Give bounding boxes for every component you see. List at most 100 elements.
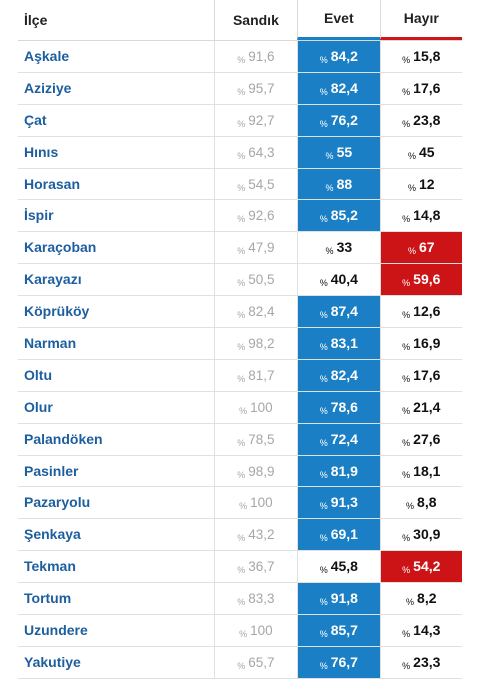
yes-cell-value: 91,8 bbox=[330, 590, 358, 607]
ballot-cell: % 50,5 bbox=[213, 264, 297, 296]
percent-sign: % bbox=[402, 214, 411, 225]
percent-sign: % bbox=[319, 501, 328, 512]
no-cell-value: 21,4 bbox=[413, 398, 441, 415]
ballot-cell: % 54,5 bbox=[213, 168, 297, 200]
yes-cell-value: 45,8 bbox=[330, 558, 358, 575]
district-name: Karayazı bbox=[24, 271, 82, 288]
percent-sign: % bbox=[237, 86, 246, 97]
percent-sign: % bbox=[402, 629, 411, 640]
yes-cell: % 83,1 bbox=[297, 328, 380, 359]
no-cell-value: 17,6 bbox=[413, 79, 441, 96]
no-cell: % 23,3 bbox=[379, 646, 462, 678]
percent-sign: % bbox=[319, 533, 328, 544]
percent-sign: % bbox=[325, 150, 334, 161]
no-cell-value: 17,6 bbox=[413, 366, 441, 383]
yes-cell: % 91,8 bbox=[297, 583, 380, 615]
yes-cell: % 33 bbox=[297, 232, 379, 264]
ballot-cell-value: 98,9 bbox=[248, 463, 275, 479]
percent-sign: % bbox=[239, 629, 248, 640]
percent-sign: % bbox=[237, 246, 246, 257]
no-cell-value: 12,6 bbox=[413, 303, 441, 320]
percent-sign: % bbox=[319, 660, 328, 671]
district-name: İspir bbox=[24, 207, 54, 224]
yes-cell: % 40,4 bbox=[297, 264, 379, 296]
table-row: Narman% 98,2% 83,1% 16,9 bbox=[18, 328, 462, 360]
yes-cell-value: 85,7 bbox=[330, 622, 358, 639]
percent-sign: % bbox=[237, 565, 246, 576]
ballot-cell: % 91,6 bbox=[213, 41, 297, 72]
district-name: Köprüköy bbox=[24, 303, 90, 320]
ballot-cell: % 95,7 bbox=[213, 72, 297, 104]
no-cell-value: 14,8 bbox=[413, 207, 441, 224]
yes-cell: % 55 bbox=[297, 136, 380, 168]
yes-cell-value: 40,4 bbox=[330, 271, 358, 288]
ballot-cell: % 98,2 bbox=[213, 328, 297, 359]
percent-sign: % bbox=[402, 86, 411, 97]
no-cell-value: 67 bbox=[419, 239, 435, 256]
ballot-cell-value: 91,6 bbox=[248, 49, 275, 64]
table-row: Karaçoban% 47,9% 33% 67 bbox=[18, 232, 462, 265]
yes-cell-value: 83,1 bbox=[330, 335, 358, 352]
table-row: Horasan% 54,5% 88% 12 bbox=[18, 168, 462, 201]
percent-sign: % bbox=[237, 278, 246, 289]
percent-sign: % bbox=[237, 533, 246, 544]
yes-cell-value: 69,1 bbox=[330, 526, 358, 543]
percent-sign: % bbox=[402, 278, 411, 289]
ballot-cell: % 64,3 bbox=[213, 136, 297, 168]
ballot-cell-value: 95,7 bbox=[248, 80, 275, 96]
ballot-cell: % 43,2 bbox=[213, 519, 297, 551]
header-no: Hayır bbox=[379, 0, 462, 40]
no-cell-value: 23,3 bbox=[413, 653, 441, 670]
ballot-cell-value: 82,4 bbox=[248, 304, 275, 320]
table-row: Aziziye% 95,7% 82,4% 17,6 bbox=[18, 72, 462, 105]
percent-sign: % bbox=[319, 629, 328, 640]
no-cell-value: 8,2 bbox=[417, 590, 437, 607]
percent-sign: % bbox=[319, 118, 328, 129]
percent-sign: % bbox=[407, 182, 416, 193]
no-cell: % 14,3 bbox=[379, 615, 462, 646]
percent-sign: % bbox=[319, 565, 328, 576]
yes-cell: % 85,7 bbox=[297, 615, 380, 646]
table-row: Karayazı% 50,5% 40,4% 59,6 bbox=[18, 264, 462, 297]
yes-cell-value: 88 bbox=[336, 175, 353, 192]
ballot-cell-value: 47,9 bbox=[248, 240, 275, 256]
yes-cell-value: 55 bbox=[336, 143, 353, 160]
district-name: Narman bbox=[24, 335, 77, 352]
ballot-cell-value: 100 bbox=[250, 495, 273, 511]
percent-sign: % bbox=[402, 660, 411, 671]
yes-cell-value: 76,7 bbox=[330, 653, 358, 670]
ballot-cell-value: 54,5 bbox=[248, 176, 275, 192]
no-cell: % 59,6 bbox=[379, 264, 462, 296]
yes-cell: % 45,8 bbox=[297, 551, 379, 583]
yes-cell-value: 72,4 bbox=[330, 430, 358, 447]
percent-sign: % bbox=[319, 86, 328, 97]
header-ballot: Sandık bbox=[213, 0, 297, 40]
ballot-cell: % 65,7 bbox=[213, 646, 297, 678]
district-name: Olur bbox=[24, 398, 53, 415]
ballot-cell: % 36,7 bbox=[213, 551, 297, 583]
no-cell: % 12,6 bbox=[379, 296, 462, 328]
no-cell: % 45 bbox=[379, 136, 462, 168]
table-row: Yakutiye% 65,7% 76,7% 23,3 bbox=[18, 646, 462, 679]
percent-sign: % bbox=[237, 150, 246, 161]
ballot-cell-value: 50,5 bbox=[248, 272, 275, 288]
district-name: Karaçoban bbox=[24, 239, 97, 256]
yes-cell: % 76,2 bbox=[297, 104, 380, 136]
district-name: Tekman bbox=[24, 558, 76, 575]
percent-sign: % bbox=[237, 182, 246, 193]
percent-sign: % bbox=[407, 150, 416, 161]
ballot-cell-value: 64,3 bbox=[248, 144, 275, 160]
percent-sign: % bbox=[319, 437, 328, 448]
no-cell-value: 15,8 bbox=[413, 48, 441, 64]
district-name: Oltu bbox=[24, 366, 52, 383]
no-cell-value: 23,8 bbox=[413, 111, 441, 128]
no-cell: % 23,8 bbox=[379, 104, 462, 136]
yes-cell: % 78,6 bbox=[297, 391, 380, 423]
ballot-cell-value: 100 bbox=[250, 623, 273, 639]
no-cell: % 27,6 bbox=[379, 423, 462, 455]
percent-sign: % bbox=[237, 214, 246, 225]
yes-cell-value: 84,2 bbox=[330, 48, 358, 64]
no-cell-value: 18,1 bbox=[413, 462, 441, 479]
percent-sign: % bbox=[237, 342, 246, 353]
